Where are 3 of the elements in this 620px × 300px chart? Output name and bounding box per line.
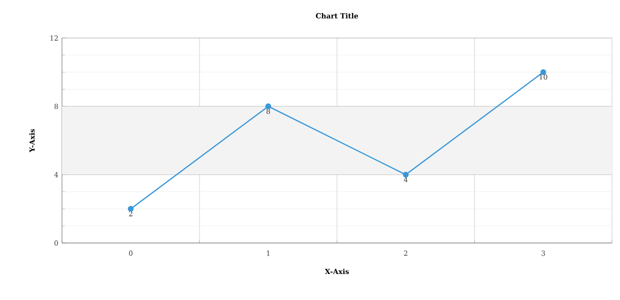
point [128, 206, 134, 212]
point [402, 172, 409, 178]
point [265, 103, 272, 110]
